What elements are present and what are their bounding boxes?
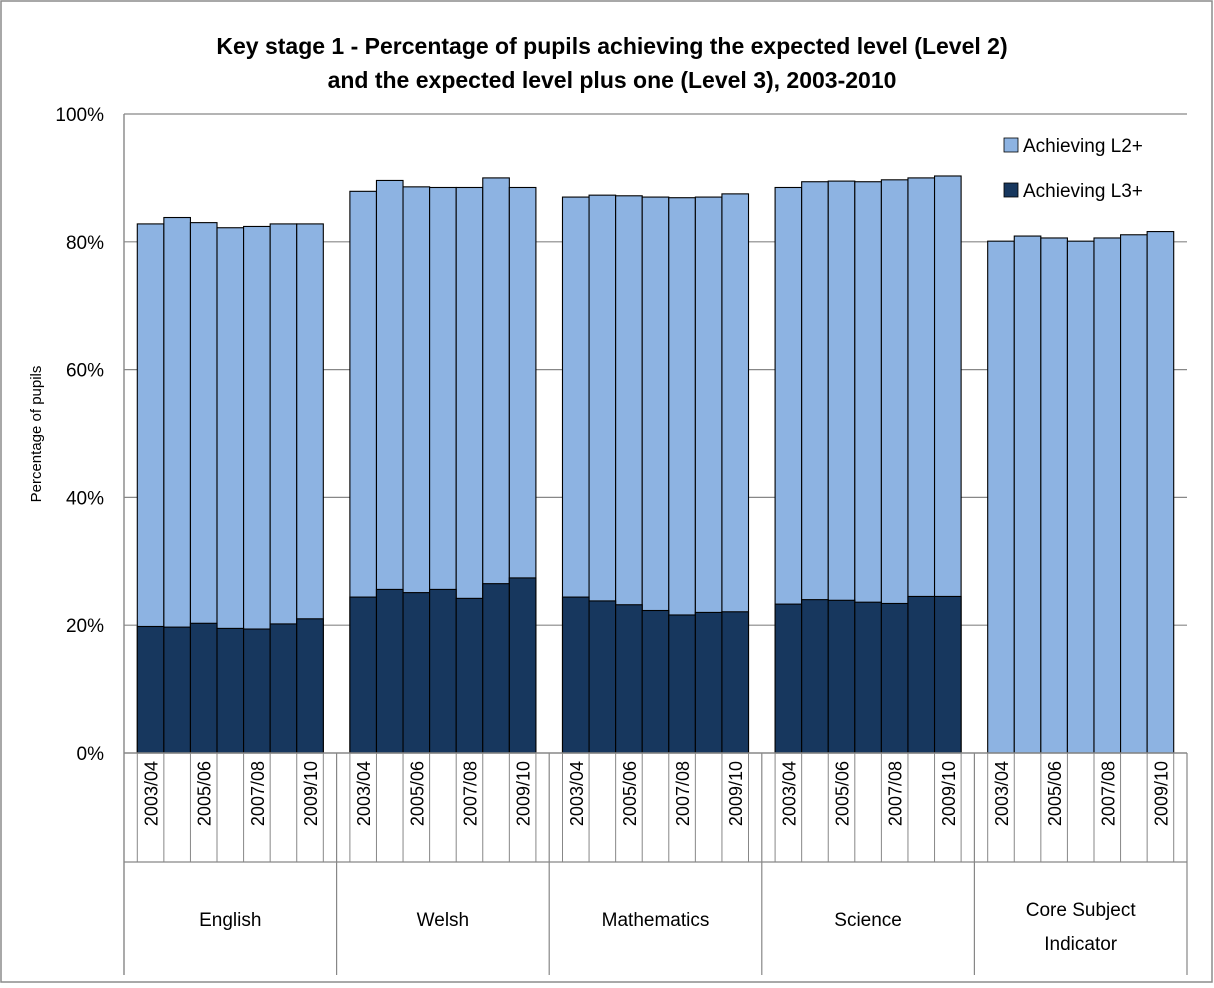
y-tick-label: 60% [66,361,104,382]
bar-l3 [588,600,617,754]
bar-l2 [1146,231,1175,754]
x-tick-label: 2003/04 [567,761,587,826]
bar-l3 [402,592,431,754]
bar-l3 [189,622,218,754]
x-tick-label: 2007/08 [886,761,906,826]
bar-l3 [136,625,165,754]
bar-l3 [508,577,537,754]
x-tick-label: 2007/08 [248,761,268,826]
legend-swatch-l2 [1003,137,1019,153]
x-tick-label: 2009/10 [726,761,746,826]
bar-l3 [774,603,803,754]
x-axis-labels: 2003/04 2005/06 2007/08 2009/10 English 2003/… [142,761,1172,955]
bar-l2 [1120,234,1148,754]
legend-label-l2: Achieving L2+ [1023,136,1143,157]
bar-l3 [429,588,457,754]
bar-l2 [1040,237,1068,754]
bar-l3 [216,627,245,754]
x-tick-label: 2005/06 [195,761,215,826]
x-tick-label: 2003/04 [142,761,162,826]
bar-l3 [243,628,271,754]
group-label: Welsh [417,910,469,931]
bar-l3 [482,583,510,754]
bars [136,175,1175,754]
group-label: Mathematics [602,910,710,931]
bar-l3 [641,609,670,754]
bar-l3 [455,597,484,754]
bar-l3 [269,623,298,754]
y-tick-label: 20% [66,616,104,637]
y-tick-label: 80% [66,233,104,254]
bar-l2 [1013,235,1042,754]
x-tick-label: 2007/08 [673,761,693,826]
chart-title-line-1: Key stage 1 - Percentage of pupils achie… [216,33,1007,59]
x-tick-label: 2007/08 [460,761,480,826]
group-label: Science [834,910,902,931]
legend-label-l3: Achieving L3+ [1023,181,1143,202]
x-tick-label: 2009/10 [1151,761,1171,826]
x-tick-label: 2007/08 [1098,761,1118,826]
x-tick-label: 2005/06 [833,761,853,826]
bar-l3 [668,614,696,754]
bar-l3 [854,601,882,754]
bar-l2 [1066,240,1095,754]
bar-l3 [375,588,404,754]
y-tick-label: 100% [55,105,104,126]
legend: Achieving L2+ Achieving L3+ [1003,136,1143,202]
bar-l2 [1093,237,1122,754]
x-tick-label: 2005/06 [1045,761,1065,826]
bar-l3 [827,599,856,754]
chart-title-line-2: and the expected level plus one (Level 3… [328,67,897,93]
bar-l3 [615,604,643,754]
x-tick-label: 2003/04 [779,761,799,826]
bar-l3 [349,596,378,754]
y-tick-label: 40% [66,488,104,509]
bar-l2 [987,240,1015,754]
bar-l3 [907,595,936,754]
x-tick-label: 2005/06 [620,761,640,826]
x-tick-label: 2003/04 [992,761,1012,826]
bar-l3 [933,595,962,754]
bar-l3 [801,599,829,754]
x-tick-label: 2009/10 [939,761,959,826]
bar-l3 [694,611,723,754]
bar-l3 [561,596,590,754]
x-tick-label: 2003/04 [354,761,374,826]
group-label: English [199,910,261,931]
bar-l3 [163,626,191,754]
chart-title: Key stage 1 - Percentage of pupils achie… [216,33,1007,93]
x-axis [123,114,1188,975]
y-axis-label: Percentage of pupils [28,366,45,503]
x-tick-label: 2009/10 [301,761,321,826]
group-label: Core Subject [1026,900,1137,921]
group-label: Indicator [1044,934,1118,955]
y-axis-ticks: 0% 20% 40% 60% 80% 100% [55,105,104,765]
bar-l3 [721,611,750,754]
x-tick-label: 2009/10 [514,761,534,826]
legend-swatch-l3 [1003,182,1019,198]
y-tick-label: 0% [77,744,105,765]
bar-l3 [880,602,909,754]
x-tick-label: 2005/06 [407,761,427,826]
bar-l3 [296,618,324,754]
